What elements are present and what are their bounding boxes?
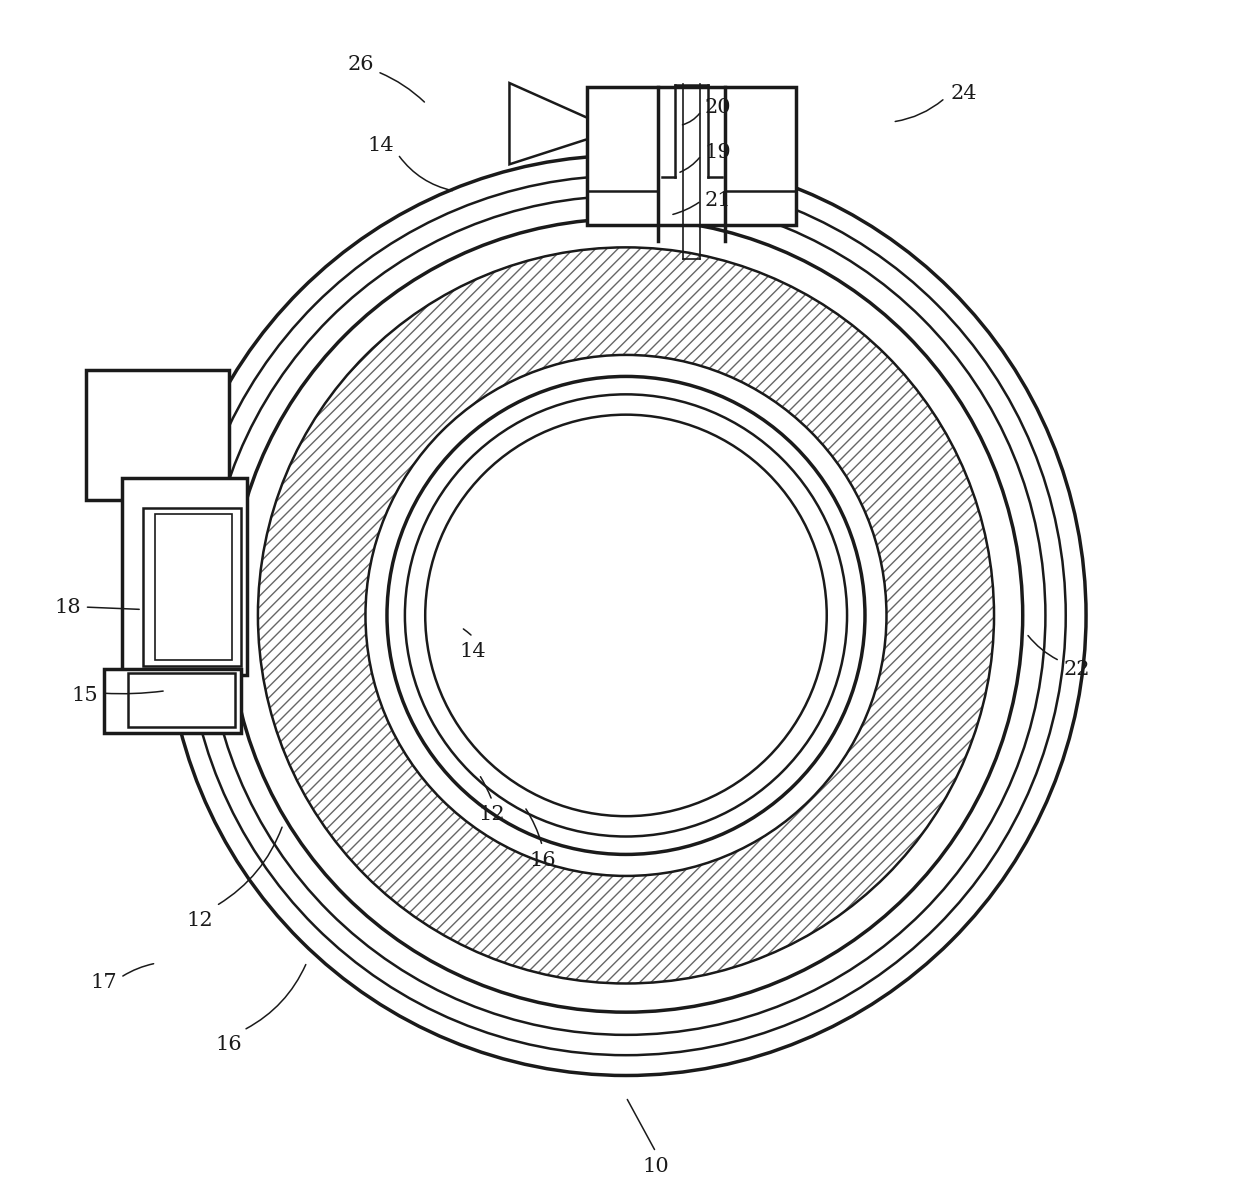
- Text: 14: 14: [368, 136, 394, 155]
- Polygon shape: [510, 84, 587, 165]
- Wedge shape: [258, 247, 994, 983]
- Text: 16: 16: [529, 851, 556, 870]
- Text: 22: 22: [1063, 660, 1090, 679]
- Text: 10: 10: [642, 1157, 670, 1176]
- Text: 20: 20: [704, 98, 732, 117]
- Text: 19: 19: [704, 143, 732, 163]
- Bar: [128, 673, 236, 727]
- Bar: [143, 508, 242, 666]
- Text: 12: 12: [186, 911, 213, 930]
- Text: 16: 16: [216, 1035, 243, 1054]
- Text: 26: 26: [347, 55, 374, 74]
- Text: 17: 17: [91, 973, 117, 992]
- Text: 14: 14: [460, 642, 486, 661]
- Bar: [86, 370, 229, 500]
- Text: 12: 12: [479, 805, 506, 825]
- Bar: [155, 514, 232, 660]
- Bar: [122, 478, 247, 675]
- Bar: [104, 669, 242, 733]
- Text: 24: 24: [951, 84, 977, 103]
- Bar: [587, 87, 796, 225]
- Text: 18: 18: [55, 598, 82, 617]
- Text: 15: 15: [72, 686, 98, 705]
- Text: 21: 21: [704, 191, 732, 210]
